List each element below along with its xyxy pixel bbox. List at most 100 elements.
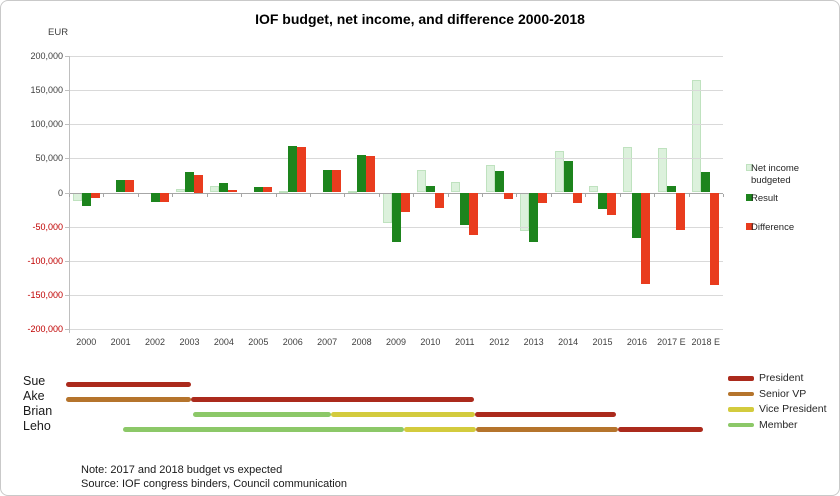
bar-difference-2007 (331, 169, 341, 193)
y-gridline (69, 260, 723, 262)
bar-result-2016 (632, 192, 642, 239)
bar-net-income-budgeted-2015 (589, 186, 599, 193)
y-tick-label: -200,000 (27, 324, 63, 334)
y-gridline (69, 56, 723, 57)
source-text: Source: IOF congress binders, Council co… (81, 478, 347, 490)
y-axis-tick (65, 192, 69, 194)
timeline-segment-ake-president (191, 396, 474, 402)
bar-result-2014 (563, 161, 573, 193)
y-tick-label: 0 (57, 187, 63, 198)
x-tick-label: 2017 E (657, 337, 686, 347)
legend-label: Result (751, 193, 778, 204)
bar-result-2011 (460, 192, 470, 225)
x-tick-label: 2015 (592, 337, 613, 347)
bar-result-2013 (529, 192, 539, 242)
y-tick-label: -150,000 (27, 289, 63, 300)
x-axis-tick (172, 193, 174, 197)
bar-net-income-budgeted-2014 (554, 150, 564, 193)
x-axis-tick (275, 193, 277, 197)
y-gridline (69, 329, 723, 330)
x-tick-label: 2013 (523, 337, 544, 347)
bar-difference-2010 (434, 192, 444, 209)
y-tick-label: -50,000 (32, 221, 63, 232)
bar-result-2006 (288, 146, 298, 193)
x-tick-label: 2018 E (691, 337, 721, 347)
bar-difference-2003 (193, 175, 203, 193)
timeline-segment-sue-president (66, 381, 191, 387)
legend-label: Difference (751, 222, 795, 233)
bar-difference-2017-e (675, 192, 685, 231)
timeline-segment-brian-member (193, 412, 331, 418)
y-axis-tick (65, 260, 69, 262)
bar-result-2001 (116, 179, 126, 193)
bar-difference-2006 (297, 147, 307, 193)
timeline-legend-label-vice-president: Vice President (759, 403, 827, 416)
y-tick-label: -100,000 (27, 255, 63, 266)
bar-net-income-budgeted-2011 (451, 182, 461, 193)
bar-result-2017-e (666, 185, 676, 193)
difference-legend-swatch (746, 223, 753, 230)
legend-label: Net income budgeted (751, 163, 800, 186)
bar-difference-2002 (159, 192, 169, 203)
x-axis-tick (103, 193, 105, 197)
timeline-person-name-sue: Sue (23, 373, 46, 388)
bar-result-2004 (219, 182, 229, 193)
timeline-segment-leho-vice-president (404, 427, 476, 433)
timeline-segment-brian-vice-president (331, 412, 475, 418)
x-axis-tick (688, 193, 690, 197)
bar-result-2000 (81, 192, 91, 207)
y-tick-label: 150,000 (30, 85, 63, 96)
x-tick-label: 2014 (558, 337, 579, 347)
x-tick-label: 2006 (282, 337, 303, 347)
x-axis-tick (619, 193, 621, 197)
x-axis-tick (206, 193, 208, 197)
x-tick-label: 2000 (76, 337, 97, 347)
x-tick-label: 2011 (455, 337, 475, 347)
x-axis-tick (516, 193, 518, 197)
y-axis-tick (65, 158, 69, 160)
y-gridline (69, 294, 723, 296)
x-tick-label: 2004 (213, 337, 234, 347)
timeline-segment-brian-president (475, 412, 616, 418)
y-axis-tick (65, 294, 69, 296)
bar-result-2008 (357, 154, 367, 193)
note-text: Note: 2017 and 2018 budget vs expected (81, 464, 283, 476)
timeline-segment-leho-senior-vp (476, 427, 618, 433)
y-tick-label: 50,000 (35, 153, 63, 164)
y-tick-label: 100,000 (30, 119, 63, 130)
bar-result-2005 (253, 187, 263, 193)
x-tick-label: 2016 (626, 337, 647, 347)
bar-net-income-budgeted-2018-e (692, 79, 702, 193)
bar-difference-2005 (262, 187, 272, 193)
x-tick-label: 2012 (489, 337, 510, 347)
timeline-person-name-ake: Ake (23, 388, 45, 403)
bar-net-income-budgeted-2009 (382, 192, 392, 224)
x-axis-tick (69, 193, 70, 197)
x-axis-tick (378, 193, 380, 197)
y-gridline (69, 124, 723, 126)
bar-difference-2004 (228, 189, 238, 193)
x-tick-label: 2005 (248, 337, 269, 347)
timeline-legend-swatch-member (728, 422, 754, 428)
net-income-budgeted-legend-swatch (746, 164, 753, 171)
y-axis-tick (65, 90, 69, 92)
x-tick-label: 2008 (351, 337, 372, 347)
bar-net-income-budgeted-2003 (175, 189, 185, 193)
bar-net-income-budgeted-2012 (485, 165, 495, 193)
x-tick-label: 2007 (317, 337, 338, 347)
bar-difference-2016 (641, 192, 651, 284)
timeline-legend-swatch-vice-president (728, 407, 754, 412)
bar-difference-2012 (503, 192, 513, 199)
x-axis-tick (241, 193, 243, 197)
timeline-legend-label-senior-vp: Senior VP (759, 387, 807, 400)
timeline-legend-swatch-president (728, 376, 754, 381)
bar-difference-2011 (469, 192, 479, 235)
y-axis-tick (65, 226, 69, 228)
bar-result-2007 (322, 169, 332, 193)
timeline-segment-leho-president (618, 427, 703, 433)
x-axis-tick (482, 193, 484, 197)
bar-result-2002 (150, 192, 160, 203)
bar-result-2012 (494, 171, 504, 193)
x-axis-tick (309, 193, 311, 197)
